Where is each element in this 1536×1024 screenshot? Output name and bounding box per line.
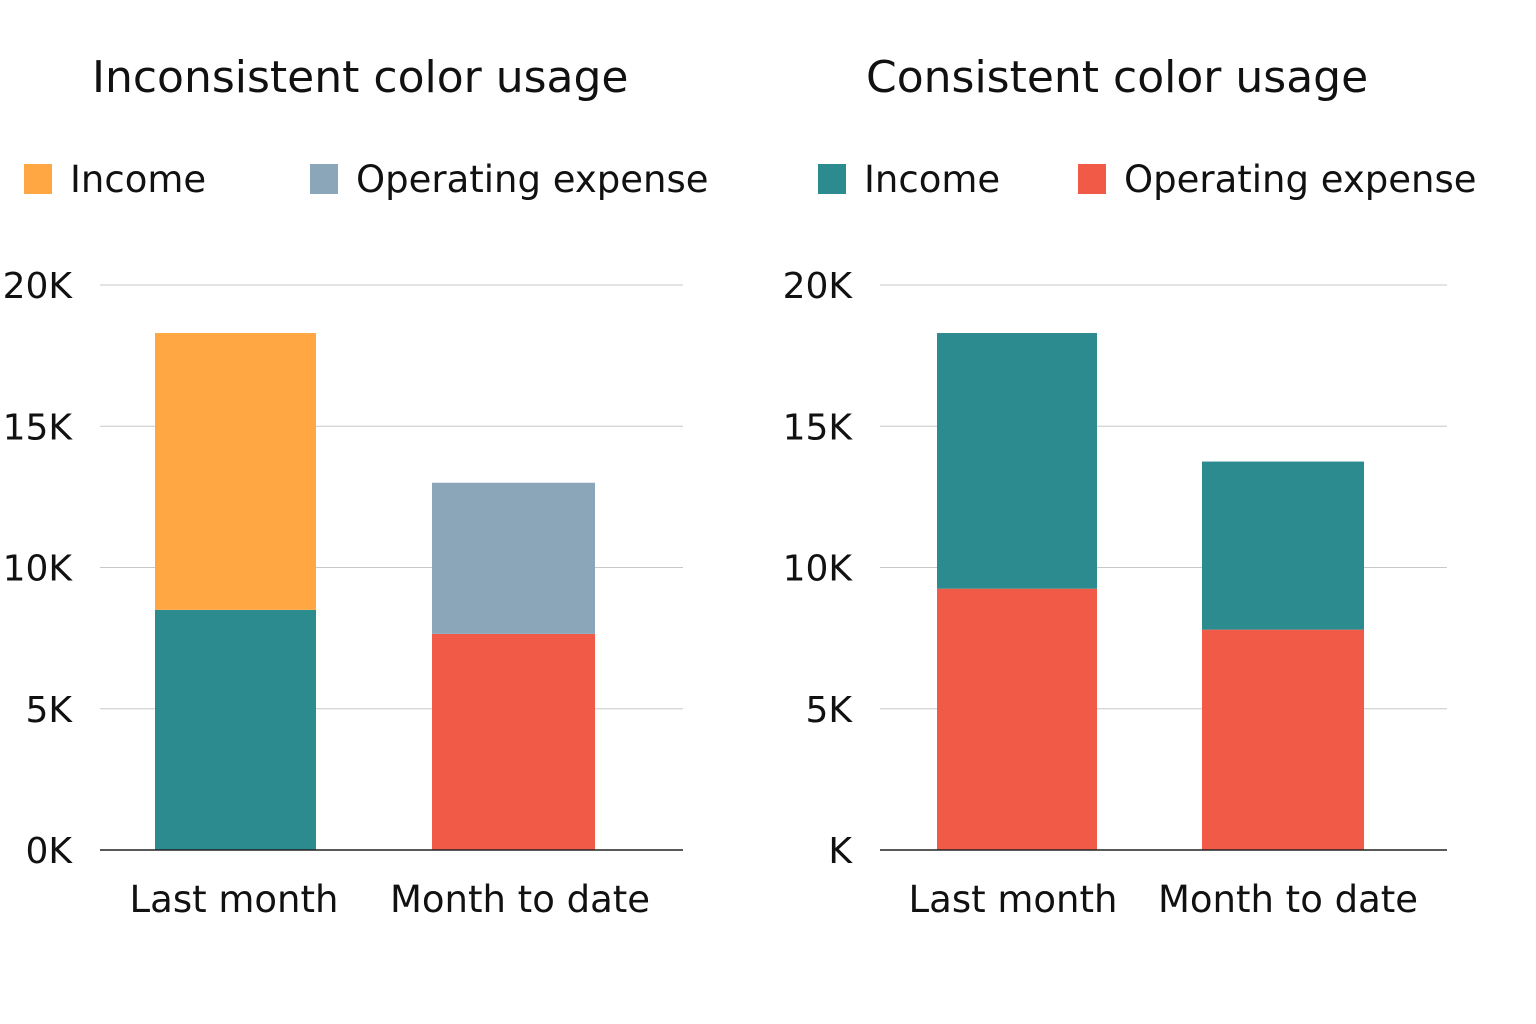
bar-chart-consistent: K 5K 10K 15K 20K Last month Month to date — [783, 266, 1447, 921]
legend-swatch-operating-expense — [310, 164, 338, 194]
bar-segment — [937, 588, 1097, 850]
bar-segment — [155, 609, 316, 850]
x-category-label: Month to date — [390, 878, 650, 921]
y-tick-label: 20K — [3, 266, 74, 307]
bar-segment — [1202, 461, 1364, 630]
bar-segment — [1202, 629, 1364, 850]
legend-swatch-income — [818, 164, 846, 194]
chart-title: Consistent color usage — [866, 52, 1369, 103]
bar-segment — [432, 633, 595, 850]
legend-label-operating-expense: Operating expense — [356, 157, 709, 201]
y-tick-label: 5K — [805, 690, 853, 731]
y-tick-label: 15K — [3, 407, 74, 448]
legend-swatch-operating-expense — [1078, 164, 1106, 194]
x-category-label: Last month — [130, 878, 339, 921]
legend-item-operating-expense: Operating expense — [1078, 157, 1477, 201]
x-category-label: Month to date — [1158, 878, 1418, 921]
legend-item-income: Income — [24, 157, 207, 201]
y-tick-label: 10K — [3, 549, 74, 590]
legend-item-operating-expense: Operating expense — [310, 157, 709, 201]
chart-panel-inconsistent: Inconsistent color usage Income Operatin… — [3, 52, 709, 921]
chart-panel-consistent: Consistent color usage Income Operating … — [768, 0, 1536, 1024]
y-tick-label: 0K — [25, 831, 73, 872]
bar-segment — [155, 333, 316, 610]
y-tick-label: 10K — [783, 549, 854, 590]
x-category-label: Last month — [909, 878, 1118, 921]
bar-segment — [432, 482, 595, 634]
chart-title: Inconsistent color usage — [92, 52, 629, 103]
y-tick-label: 15K — [783, 407, 854, 448]
bar-segment — [937, 333, 1097, 589]
legend-label-income: Income — [864, 157, 1001, 201]
y-tick-label: 5K — [25, 690, 73, 731]
y-tick-label: 20K — [783, 266, 854, 307]
legend-item-income: Income — [818, 157, 1001, 201]
legend-label-income: Income — [70, 157, 207, 201]
legend-label-operating-expense: Operating expense — [1124, 157, 1477, 201]
y-tick-label: K — [828, 831, 853, 872]
legend-swatch-income — [24, 164, 52, 194]
bar-chart-inconsistent: 0K 5K 10K 15K 20K Last month Month to date — [3, 266, 683, 921]
